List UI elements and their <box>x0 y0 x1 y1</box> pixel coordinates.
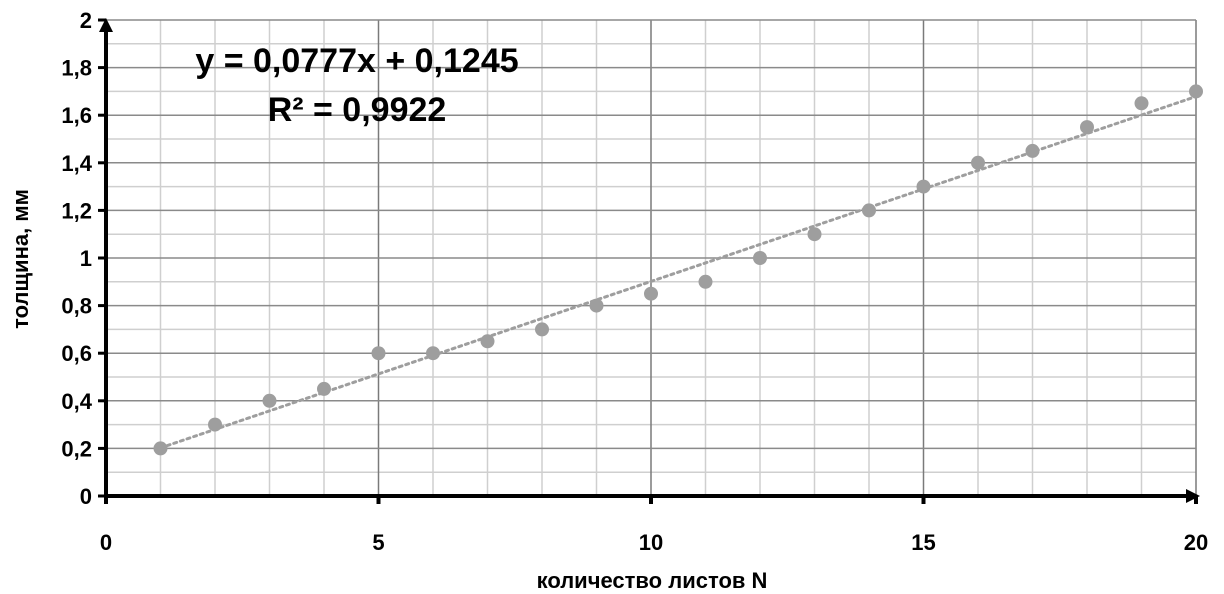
y-tick-label: 1,4 <box>61 151 92 176</box>
trendline <box>159 95 1198 450</box>
x-axis-arrow-icon <box>1186 489 1200 503</box>
x-tick-label: 0 <box>100 530 112 555</box>
data-point <box>1134 96 1149 111</box>
trendline-path <box>159 95 1198 450</box>
data-point <box>426 346 440 361</box>
y-axis-arrow-icon <box>99 18 113 32</box>
y-tick-label: 0 <box>80 484 92 509</box>
y-tick-label: 2 <box>80 8 92 33</box>
data-point <box>916 179 931 194</box>
data-point <box>1080 120 1094 135</box>
data-points <box>153 84 1203 456</box>
data-point <box>807 227 822 242</box>
y-tick-label: 0,4 <box>61 389 92 414</box>
x-tick-label: 5 <box>372 530 384 555</box>
major-grid <box>106 19 1197 496</box>
data-point <box>153 441 168 456</box>
y-tick-label: 1,6 <box>61 103 92 128</box>
x-tick-label: 20 <box>1184 530 1208 555</box>
data-point <box>698 274 713 289</box>
data-point <box>1189 84 1203 99</box>
trendline-equation: y = 0,0777x + 0,1245 <box>195 42 518 80</box>
x-tick-label: 10 <box>639 530 663 555</box>
data-point <box>371 346 386 361</box>
y-tick-labels: 0 0,2 0,4 0,6 0,8 1 1,2 1,4 1,6 1,8 2 <box>61 8 106 509</box>
y-tick-label: 0,2 <box>61 436 92 461</box>
data-point <box>644 286 658 301</box>
r-squared-label: R² = 0,9922 <box>268 91 447 129</box>
data-point <box>535 322 549 337</box>
y-tick-label: 1 <box>80 246 92 271</box>
data-point <box>317 381 331 396</box>
data-point <box>589 298 604 313</box>
y-tick-label: 0,8 <box>61 294 92 319</box>
data-point <box>480 334 495 349</box>
x-tick-labels: 0 5 10 15 20 <box>100 496 1208 555</box>
y-tick-label: 0,6 <box>61 341 92 366</box>
data-point <box>753 251 767 265</box>
data-point <box>208 417 222 432</box>
data-point <box>971 155 985 170</box>
y-tick-label: 1,8 <box>61 56 92 81</box>
data-point <box>862 203 876 218</box>
y-axis-title: толщина, мм <box>8 189 33 329</box>
data-point <box>262 393 277 408</box>
y-tick-label: 1,2 <box>61 198 92 223</box>
data-point <box>1025 143 1040 158</box>
x-axis-title: количество листов N <box>537 568 768 593</box>
x-tick-label: 15 <box>911 530 935 555</box>
